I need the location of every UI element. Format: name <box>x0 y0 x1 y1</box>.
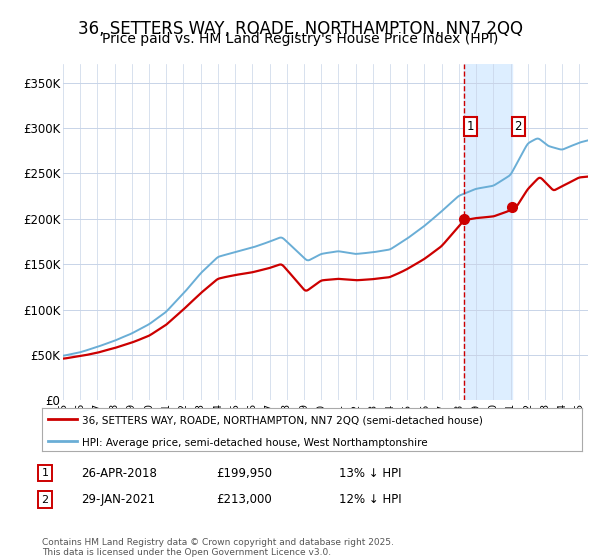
Text: £199,950: £199,950 <box>216 466 272 480</box>
Text: 1: 1 <box>467 120 475 133</box>
Bar <box>464 64 512 400</box>
Text: 36, SETTERS WAY, ROADE, NORTHAMPTON, NN7 2QQ: 36, SETTERS WAY, ROADE, NORTHAMPTON, NN7… <box>77 20 523 38</box>
Text: 13% ↓ HPI: 13% ↓ HPI <box>339 466 401 480</box>
Text: 1: 1 <box>41 468 49 478</box>
Text: 2: 2 <box>41 494 49 505</box>
Text: 26-APR-2018: 26-APR-2018 <box>81 466 157 480</box>
Text: 12% ↓ HPI: 12% ↓ HPI <box>339 493 401 506</box>
Text: 2: 2 <box>515 120 522 133</box>
Text: 29-JAN-2021: 29-JAN-2021 <box>81 493 155 506</box>
Text: Price paid vs. HM Land Registry's House Price Index (HPI): Price paid vs. HM Land Registry's House … <box>102 32 498 46</box>
Text: HPI: Average price, semi-detached house, West Northamptonshire: HPI: Average price, semi-detached house,… <box>83 438 428 447</box>
Text: 36, SETTERS WAY, ROADE, NORTHAMPTON, NN7 2QQ (semi-detached house): 36, SETTERS WAY, ROADE, NORTHAMPTON, NN7… <box>83 415 484 425</box>
Text: Contains HM Land Registry data © Crown copyright and database right 2025.
This d: Contains HM Land Registry data © Crown c… <box>42 538 394 557</box>
Text: £213,000: £213,000 <box>216 493 272 506</box>
